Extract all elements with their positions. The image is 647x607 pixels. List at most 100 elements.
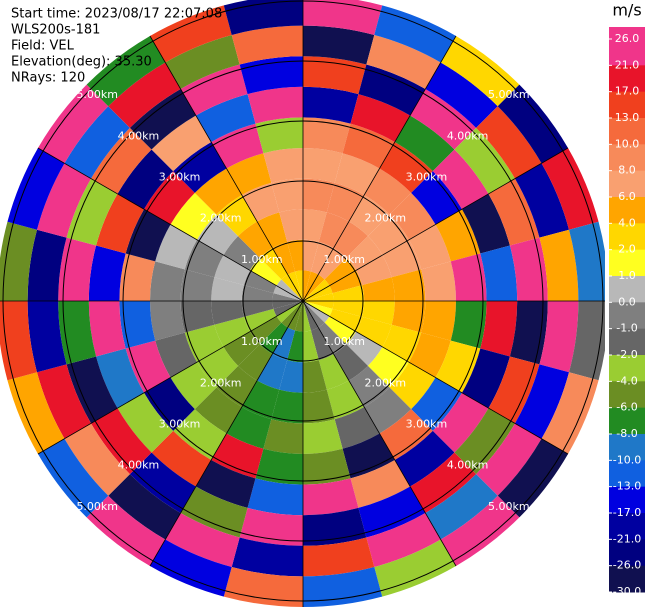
velocity-gate bbox=[421, 301, 456, 341]
velocity-gate bbox=[196, 214, 239, 256]
ring-label: 1.00km bbox=[241, 335, 283, 348]
velocity-gate bbox=[173, 409, 227, 461]
colorbar-band bbox=[609, 486, 645, 514]
colorbar-band bbox=[609, 65, 645, 93]
velocity-gate bbox=[272, 293, 303, 301]
ring-label: 3.00km bbox=[406, 417, 448, 430]
velocity-gate bbox=[350, 460, 411, 508]
velocity-gate bbox=[88, 301, 126, 357]
velocity-gate bbox=[281, 301, 303, 328]
colorbar-band bbox=[609, 276, 645, 303]
velocity-gate bbox=[362, 301, 395, 325]
velocity-gate bbox=[303, 0, 383, 35]
colorbar-band bbox=[609, 91, 645, 119]
header-line: Elevation(deg): 35.30 bbox=[11, 55, 152, 70]
velocity-gate bbox=[119, 253, 156, 301]
velocity-gate bbox=[318, 247, 347, 280]
colorbar-label: 17.0 bbox=[615, 85, 640, 98]
velocity-gate bbox=[421, 261, 456, 301]
velocity-gate bbox=[214, 316, 250, 347]
velocity-gate bbox=[214, 255, 250, 286]
velocity-gate bbox=[440, 35, 520, 107]
velocity-gate bbox=[36, 364, 91, 439]
velocity-gate bbox=[342, 123, 395, 169]
velocity-gate bbox=[27, 229, 67, 301]
colorbar-band bbox=[609, 434, 645, 461]
velocity-gate bbox=[143, 171, 195, 225]
velocity-gate bbox=[432, 149, 489, 210]
ring-label: 1.00km bbox=[323, 253, 365, 266]
velocity-gate bbox=[90, 408, 152, 475]
velocity-gate bbox=[425, 62, 498, 128]
velocity-gate bbox=[462, 348, 510, 409]
velocity-gate bbox=[348, 194, 390, 237]
velocity-gate bbox=[211, 301, 244, 325]
velocity-gate bbox=[272, 327, 296, 361]
ring-label: 5.00km bbox=[76, 500, 118, 513]
velocity-gate bbox=[394, 115, 455, 172]
ppi-plot: 1.00km 1.00km 1.00km 1.00km 2.00km 2.00km 2.00… bbox=[0, 0, 605, 607]
velocity-gate bbox=[410, 452, 477, 514]
colorbar-band bbox=[609, 407, 645, 435]
velocity-gate bbox=[333, 344, 368, 381]
velocity-gate bbox=[332, 285, 365, 301]
colorbar-label: 6.0 bbox=[618, 190, 636, 203]
velocity-gate bbox=[367, 346, 410, 388]
velocity-gate bbox=[180, 269, 215, 301]
velocity-gate bbox=[303, 330, 319, 363]
ring-label: 5.00km bbox=[488, 500, 530, 513]
velocity-gate bbox=[350, 94, 411, 142]
velocity-gate bbox=[358, 64, 426, 116]
velocity-gate bbox=[211, 433, 264, 479]
velocity-gate bbox=[216, 194, 258, 237]
velocity-gate bbox=[411, 171, 463, 225]
velocity-gate bbox=[324, 257, 357, 286]
colorbar-band bbox=[609, 197, 645, 224]
velocity-gate bbox=[310, 327, 334, 361]
colorbar-band bbox=[609, 355, 645, 382]
velocity-gate bbox=[391, 301, 426, 333]
velocity-gate bbox=[243, 308, 277, 332]
velocity-gate bbox=[241, 285, 274, 301]
colorbar-label: 13.0 bbox=[615, 111, 640, 124]
velocity-gate bbox=[389, 192, 436, 240]
velocity-gate bbox=[86, 35, 166, 107]
velocity-gate bbox=[231, 25, 303, 65]
velocity-gate bbox=[435, 209, 481, 262]
velocity-gate bbox=[488, 178, 540, 246]
velocity-gate bbox=[86, 495, 166, 567]
ring-label: 3.00km bbox=[159, 171, 201, 184]
velocity-gate bbox=[541, 148, 599, 230]
velocity-gate bbox=[129, 452, 196, 514]
velocity-gate bbox=[279, 209, 303, 242]
velocity-gate bbox=[394, 430, 455, 487]
velocity-gate bbox=[303, 301, 325, 328]
velocity-gate bbox=[272, 301, 303, 309]
velocity-gate bbox=[155, 332, 197, 378]
colorbar-band bbox=[609, 381, 645, 409]
velocity-gate bbox=[410, 88, 477, 150]
velocity-gate bbox=[303, 301, 311, 332]
velocity-gate bbox=[303, 117, 351, 154]
colorbar: 26.0 21.0 17.0 13.0 10.0 8.0 6.0 4.0 2.0 1.0 0.0 -1… bbox=[609, 27, 645, 598]
velocity-gate bbox=[129, 88, 196, 150]
velocity-gate bbox=[37, 438, 109, 518]
velocity-gate bbox=[303, 567, 383, 607]
velocity-gate bbox=[346, 331, 383, 366]
velocity-gate bbox=[241, 301, 274, 317]
velocity-gate bbox=[223, 567, 303, 607]
velocity-gate bbox=[263, 148, 303, 183]
velocity-gate bbox=[257, 212, 288, 248]
ring-label: 4.00km bbox=[118, 459, 160, 472]
velocity-gate bbox=[303, 293, 334, 301]
colorbar-label: -1.0 bbox=[616, 322, 637, 335]
velocity-gate bbox=[271, 178, 303, 213]
range-ring bbox=[122, 120, 484, 482]
velocity-gate bbox=[255, 448, 303, 485]
velocity-gate bbox=[569, 221, 605, 301]
colorbar-band bbox=[609, 539, 645, 567]
velocity-gate bbox=[151, 430, 212, 487]
velocity-gate bbox=[249, 316, 282, 345]
velocity-gate bbox=[117, 149, 174, 210]
